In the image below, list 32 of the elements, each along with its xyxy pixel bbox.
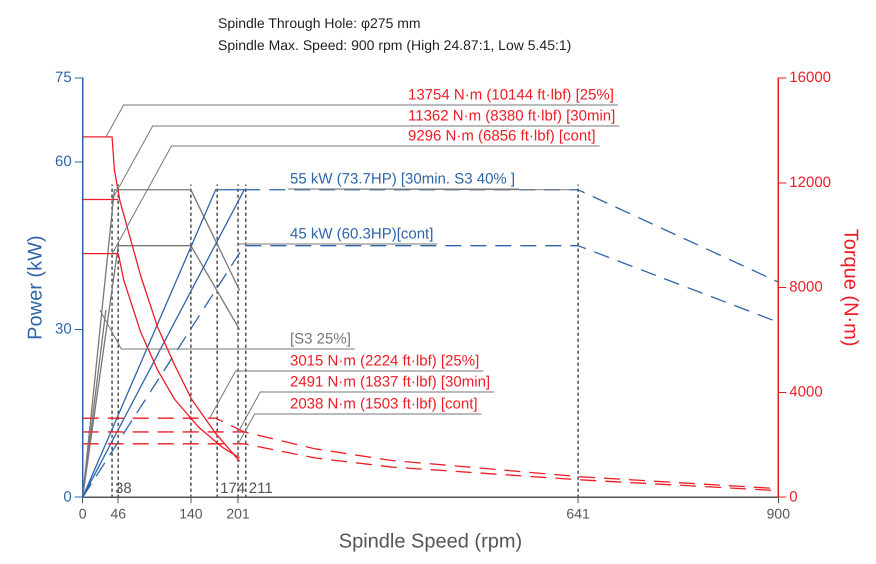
y-axis-title: Power (kW) <box>24 235 47 340</box>
y-tick-label: 60 <box>54 152 72 170</box>
y-tick-label: 75 <box>54 69 72 86</box>
text: 3015 N·m (2224 ft·lbf) [25%] <box>290 352 480 370</box>
y2-axis-title: Torque (N·m) <box>839 228 862 346</box>
ref-line-label: 211 <box>248 480 273 497</box>
y2-tick-label: 12000 <box>789 174 832 191</box>
x-axis-title: Spindle Speed (rpm) <box>338 530 522 553</box>
y2-tick-label: 8000 <box>789 278 823 296</box>
x-tick-label: 0 <box>78 505 87 522</box>
text: 2038 N·m (1503 ft·lbf) [cont] <box>290 396 478 413</box>
text: 11362 N·m (8380 ft·lbf) [30min] <box>408 108 616 125</box>
x-tick-label: 46 <box>110 505 126 522</box>
text: 13754 N·m (10144 ft·lbf) [25%] <box>408 86 614 104</box>
text: 2491 N·m (1837 ft·lbf) [30min] <box>290 374 490 391</box>
series-label: 45 kW (60.3HP)[cont] <box>290 226 434 243</box>
y2-tick-label: 16000 <box>789 69 832 86</box>
y-tick-label: 30 <box>54 320 72 338</box>
x-tick-label: 900 <box>766 505 790 522</box>
text: [S3 25%] <box>290 330 351 348</box>
x-tick-label: 140 <box>179 505 203 522</box>
y2-tick-label: 0 <box>789 488 798 506</box>
y2-tick-label: 4000 <box>789 384 823 401</box>
ref-line-label: 174 <box>220 480 246 497</box>
text: 9296 N·m (6856 ft·lbf) [cont] <box>408 128 596 145</box>
chart-subtitle: Spindle Through Hole: φ275 mm <box>218 14 422 33</box>
x-tick-label: 201 <box>226 505 250 522</box>
x-tick-label: 641 <box>566 505 590 522</box>
y-tick-label: 0 <box>63 488 72 506</box>
text: Spindle Max. Speed: 900 rpm (High 24.87:1, Low 5.45:1) <box>218 36 572 55</box>
series-label: 55 kW (73.7HP) [30min. S3 40% ] <box>290 170 516 188</box>
ref-line-label: 38 <box>115 480 132 497</box>
